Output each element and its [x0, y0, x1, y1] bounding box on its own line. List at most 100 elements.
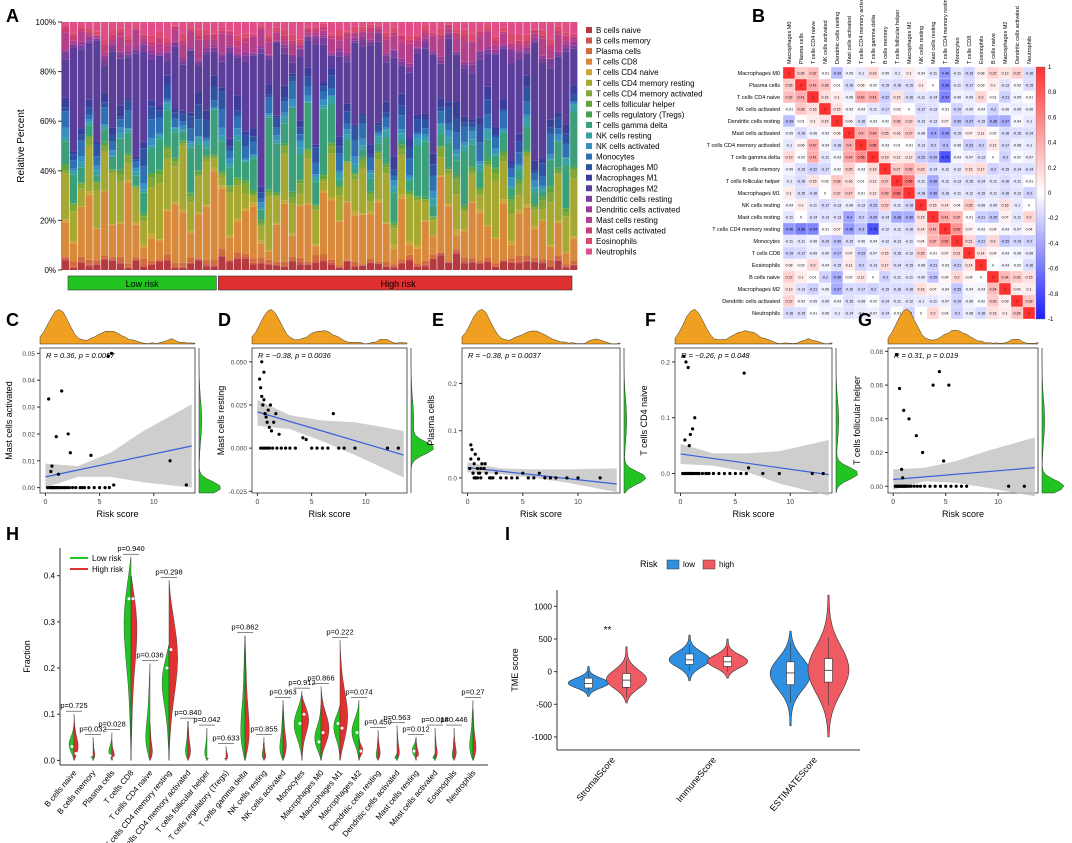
stacked-bar-segment — [312, 209, 320, 245]
heatmap-value: 0.1 — [919, 84, 924, 88]
stacked-bar-segment — [390, 169, 398, 176]
stacked-bar-segment — [273, 224, 281, 262]
violin-median — [378, 758, 382, 762]
stacked-bar-segment — [531, 22, 539, 30]
stacked-bar-segment — [343, 201, 351, 203]
stacked-bar-segment — [108, 224, 117, 226]
stacked-bar-segment — [562, 165, 570, 209]
heatmap-value: 1 — [884, 168, 886, 172]
stacked-bar-segment — [226, 237, 234, 260]
stacked-bar-segment — [280, 203, 289, 262]
stacked-bar-segment — [374, 151, 382, 153]
stacked-bar-segment — [366, 144, 375, 154]
heatmap-value: 0.25 — [882, 132, 889, 136]
stacked-bar-segment — [140, 258, 148, 266]
stacked-bar-segment — [85, 107, 93, 115]
heatmap-value: -0.06 — [1001, 108, 1009, 112]
y-tick-label: 0.050 — [231, 359, 248, 366]
violin-median — [454, 758, 458, 762]
heatmap-value: -0.04 — [1001, 228, 1009, 232]
stacked-bar-segment — [69, 211, 78, 242]
stacked-bar-segment — [101, 255, 109, 259]
data-point — [742, 371, 746, 375]
stacked-bar-segment — [554, 134, 562, 141]
heatmap-value: -0.04 — [917, 72, 925, 76]
stacked-bar-segment — [273, 127, 281, 136]
stacked-bar-segment — [124, 57, 132, 99]
stacked-bar-segment — [515, 261, 523, 264]
heatmap-value: 0.25 — [918, 252, 925, 256]
heatmap-value: -0.29 — [869, 216, 877, 220]
heatmap-value: 0.43 — [846, 156, 853, 160]
stacked-bar-segment — [390, 27, 398, 33]
heatmap-row-label: T cells CD8 — [752, 251, 780, 257]
stacked-bar-segment — [515, 170, 523, 180]
violin-half-high — [377, 730, 381, 761]
data-point — [688, 432, 692, 437]
stacked-bar-segment — [226, 185, 234, 186]
stacked-bar-segment — [140, 247, 148, 259]
stacked-bar-segment — [62, 27, 70, 33]
stacked-bar-segment — [523, 151, 531, 156]
stacked-bar-segment — [445, 106, 453, 124]
stacked-bar-segment — [499, 111, 508, 129]
stacked-bar-segment — [484, 49, 492, 54]
stacked-bar-segment — [296, 264, 304, 270]
heatmap-value: -0.01 — [857, 192, 865, 196]
violin-median — [93, 758, 97, 762]
heatmap-value: 1 — [1004, 288, 1006, 292]
stacked-bar-segment — [562, 47, 570, 52]
heatmap-value: -0.03 — [881, 144, 889, 148]
stacked-bar-segment — [62, 97, 70, 108]
stacked-bar-segment — [108, 34, 117, 41]
stacked-bar-segment — [499, 109, 508, 112]
heatmap-value: -0.08 — [965, 312, 973, 316]
stacked-bar-segment — [148, 59, 156, 101]
stacked-bar-segment — [320, 254, 328, 261]
legend-label-a: Dendritic cells resting — [596, 195, 672, 204]
stacked-bar-segment — [476, 22, 484, 31]
stacked-bar-segment — [234, 257, 242, 259]
stacked-bar-segment — [452, 54, 461, 103]
violin-half-high — [244, 635, 250, 761]
violin-median — [374, 758, 378, 762]
pvalue-label: p=0.862 — [231, 623, 258, 632]
data-point — [526, 476, 530, 480]
stacked-bar-segment — [210, 86, 218, 101]
data-point — [476, 457, 481, 461]
heatmap-value: -0.14 — [845, 312, 853, 316]
y-tick-label-h: 0.0 — [44, 756, 56, 765]
heatmap-value: 0.06 — [846, 120, 853, 124]
heatmap-value: 0.34 — [990, 288, 997, 292]
stacked-bar-segment — [398, 259, 406, 263]
stacked-bar-segment — [406, 146, 414, 159]
heatmap-value: -0.01 — [893, 312, 901, 316]
stacked-bar-segment — [515, 40, 523, 46]
stacked-bar-segment — [226, 146, 234, 151]
x-axis-label: Risk score — [96, 509, 138, 519]
stacked-bar-segment — [445, 123, 453, 131]
heatmap-value: 0.39 — [882, 192, 889, 196]
stacked-bar-segment — [398, 194, 406, 199]
stacked-bar-segment — [280, 266, 289, 267]
data-point — [494, 471, 498, 475]
stacked-bar-segment — [374, 125, 382, 132]
stacked-bar-segment — [124, 128, 132, 130]
stacked-bar-segment — [101, 191, 109, 256]
stacked-bar-segment — [413, 48, 422, 54]
heatmap-col-label: Mast cells activated — [847, 16, 853, 64]
stacked-bar-segment — [148, 50, 156, 54]
stacked-bar-segment — [366, 157, 375, 171]
x-tick-label: 10 — [362, 499, 370, 506]
stacked-bar-segment — [538, 261, 547, 264]
heatmap-value: 0.07 — [966, 228, 973, 232]
stacked-bar-segment — [116, 181, 124, 222]
stacked-bar-segment — [421, 118, 429, 129]
data-point — [907, 417, 911, 421]
stacked-bar-segment — [460, 126, 468, 143]
x-tick-label: 5 — [310, 499, 314, 506]
heatmap-value: 0.41 — [930, 228, 937, 232]
heatmap-value: -0.18 — [905, 204, 913, 208]
data-point — [47, 397, 51, 401]
stacked-bar-segment — [523, 51, 531, 54]
